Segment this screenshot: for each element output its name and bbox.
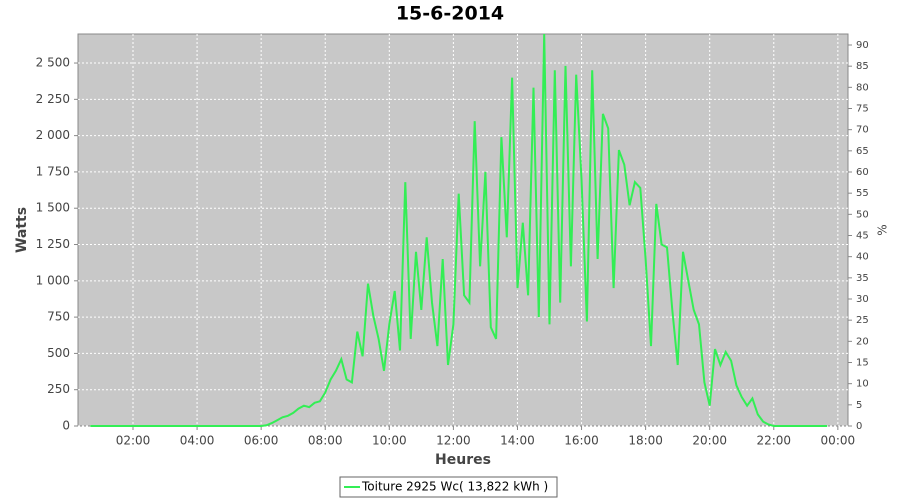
- y2-tick-label: 75: [856, 104, 869, 115]
- y-tick-label: 1 750: [36, 164, 70, 178]
- y2-tick-label: 80: [856, 82, 869, 93]
- x-axis-label: Heures: [435, 452, 491, 468]
- x-tick-label: 04:00: [180, 434, 215, 448]
- y2-tick-label: 60: [856, 167, 869, 178]
- y-tick-label: 2 250: [36, 92, 70, 106]
- x-tick-label: 10:00: [372, 434, 407, 448]
- y-tick-label: 1 500: [36, 201, 70, 215]
- y-tick-label: 1 000: [36, 273, 70, 287]
- y2-tick-label: 20: [856, 336, 869, 347]
- x-tick-label: 00:00: [821, 434, 856, 448]
- y-tick-label: 750: [47, 310, 70, 324]
- y2-tick-label: 5: [856, 400, 862, 411]
- x-tick-label: 20:00: [692, 434, 727, 448]
- y2-tick-label: 65: [856, 146, 869, 157]
- legend: [339, 476, 558, 498]
- x-tick-label: 16:00: [564, 434, 599, 448]
- y2-tick-label: 0: [856, 421, 862, 432]
- y2-tick-label: 40: [856, 252, 869, 263]
- chart-title: 15-6-2014: [396, 3, 504, 25]
- y2-tick-label: 25: [856, 315, 869, 326]
- legend-label: Toiture 2925 Wc( 13,822 kWh ): [361, 480, 548, 494]
- y2-tick-label: 10: [856, 379, 869, 390]
- y2-axis-label: %: [876, 224, 890, 235]
- y2-tick-label: 50: [856, 209, 869, 220]
- y2-tick-label: 85: [856, 61, 869, 72]
- y2-tick-label: 70: [856, 125, 869, 136]
- x-tick-label: 22:00: [756, 434, 791, 448]
- x-tick-label: 18:00: [628, 434, 663, 448]
- y-tick-label: 0: [62, 419, 70, 433]
- y-axis-label: Watts: [14, 207, 30, 253]
- y-tick-label: 250: [47, 382, 70, 396]
- data-line: [90, 33, 828, 427]
- y2-tick-label: 15: [856, 358, 869, 369]
- y2-tick-label: 35: [856, 273, 869, 284]
- x-tick-label: 08:00: [308, 434, 343, 448]
- x-tick-label: 02:00: [116, 434, 151, 448]
- y-tick-label: 1 250: [36, 237, 70, 251]
- x-tick-label: 14:00: [500, 434, 535, 448]
- x-tick-label: 12:00: [436, 434, 471, 448]
- y-tick-label: 2 500: [36, 56, 70, 70]
- y-tick-label: 2 000: [36, 128, 70, 142]
- y2-tick-label: 55: [856, 188, 869, 199]
- y2-tick-label: 45: [856, 231, 869, 242]
- y2-tick-label: 90: [856, 40, 869, 51]
- y-tick-label: 500: [47, 346, 70, 360]
- y2-tick-label: 30: [856, 294, 869, 305]
- x-tick-label: 06:00: [244, 434, 279, 448]
